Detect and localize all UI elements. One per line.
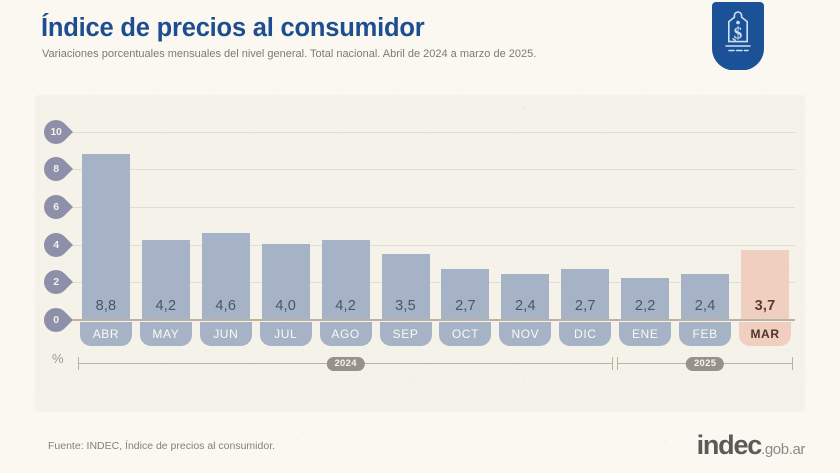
bar-rect [201,232,250,319]
y-axis-tick-2: 2 [39,265,73,299]
bar-value-label: 2,4 [694,298,716,314]
y-axis-tick-label: 8 [53,163,59,175]
page-subtitle: Variaciones porcentuales mensuales del n… [42,48,537,60]
bar-value-label: 4,6 [215,298,237,314]
year-bracket-2024: 2024 [78,357,614,371]
bar-rect [441,268,490,319]
bar-rect [81,154,130,319]
y-axis-tick-label: 4 [53,239,59,251]
logo-domain-suffix: .gob.ar [761,441,805,458]
gridline-10 [72,132,795,133]
bar-rect [681,274,730,319]
bar-value-label: 2,7 [574,298,596,314]
bar-rect [561,268,610,319]
bar-rect [501,274,550,319]
month-label-oct[interactable]: OCT [439,322,492,346]
bar-sep[interactable]: 3,5 [381,253,430,319]
bar-rect [141,240,190,319]
bars-layer: 8,8 ABR 4,2 MAY 4,6 JUN 4,0 JUL 4,2 AGO 3,5 SEP 2,7 O… [35,95,805,412]
bar-value-label: 2,7 [455,298,476,314]
header: Índice de precios al consumidor Variacio… [0,0,840,88]
y-axis-tick-label: 2 [53,276,59,288]
bar-rect [261,244,310,319]
bar-rect [381,253,430,319]
page-title: Índice de precios al consumidor [41,14,425,42]
indec-gob-ar-logo: indec .gob.ar [696,430,806,461]
chart-card: 10 8 6 4 2 0 % 8,8 ABR 4,2 MAY 4,6 JUN 4,0 JUL 4… [35,95,805,412]
y-axis-unit-label: % [52,351,64,366]
year-bracket-cap-right [612,357,614,370]
bar-abr[interactable]: 8,8 [81,154,130,319]
bar-value-label: 4,2 [155,298,177,314]
year-bracket-cap-right [792,357,793,370]
bar-nov[interactable]: 2,4 [501,274,550,319]
y-axis-tick-10: 10 [39,115,73,149]
bar-value-label: 2,4 [514,298,536,314]
bar-value-label: 3,7 [754,298,776,314]
indec-shield-price-tag-icon: $ [711,2,765,71]
y-axis-tick-8: 8 [39,152,73,186]
month-label-jun[interactable]: JUN [199,322,252,346]
y-axis-tick-label: 10 [50,126,62,138]
bar-feb[interactable]: 2,4 [681,274,730,319]
year-bracket-cap-left [617,357,619,370]
month-label-dic[interactable]: DIC [559,322,612,346]
month-label-sep[interactable]: SEP [379,322,432,346]
bar-value-label: 3,5 [395,298,416,314]
month-label-mar[interactable]: MAR [739,322,792,346]
bar-ago[interactable]: 4,2 [321,240,370,319]
bar-rect [741,249,790,319]
y-axis-tick-0: 0 [39,303,73,337]
bar-oct[interactable]: 2,7 [441,268,490,319]
bar-may[interactable]: 4,2 [141,240,190,319]
bar-value-label: 8,8 [95,298,117,314]
year-label: 2025 [685,357,725,371]
month-label-jul[interactable]: JUL [259,322,312,346]
y-axis-tick-6: 6 [39,190,73,224]
bar-rect [321,240,370,319]
year-label: 2024 [326,357,365,371]
gridline-6 [72,207,795,208]
bar-jul[interactable]: 4,0 [261,244,310,319]
bar-mar[interactable]: 3,7 [741,249,790,319]
bar-dic[interactable]: 2,7 [561,268,610,319]
month-label-nov[interactable]: NOV [499,322,552,346]
month-label-may[interactable]: MAY [139,322,192,346]
gridline-2 [72,282,795,283]
year-bracket-cap-left [78,357,79,370]
gridline-4 [72,245,795,246]
month-label-feb[interactable]: FEB [679,322,732,346]
year-bracket-2025: 2025 [617,357,793,371]
bar-value-label: 4,2 [335,298,356,314]
y-axis-tick-4: 4 [39,228,73,262]
bar-jun[interactable]: 4,6 [201,232,250,319]
bar-value-label: 2,2 [634,298,656,314]
svg-text:$: $ [734,24,743,43]
month-label-ago[interactable]: AGO [319,322,372,346]
bar-value-label: 4,0 [275,298,297,314]
bar-rect [621,277,670,319]
logo-wordmark: indec [696,430,763,460]
month-label-ene[interactable]: ENE [619,322,672,346]
source-note: Fuente: INDEC, Índice de precios al cons… [48,440,276,452]
y-axis-tick-label: 6 [53,201,59,213]
month-label-abr[interactable]: ABR [79,322,132,346]
bar-ene[interactable]: 2,2 [621,277,670,319]
x-axis-baseline [72,319,795,321]
gridline-8 [72,169,795,170]
y-axis-tick-label: 0 [53,314,59,326]
